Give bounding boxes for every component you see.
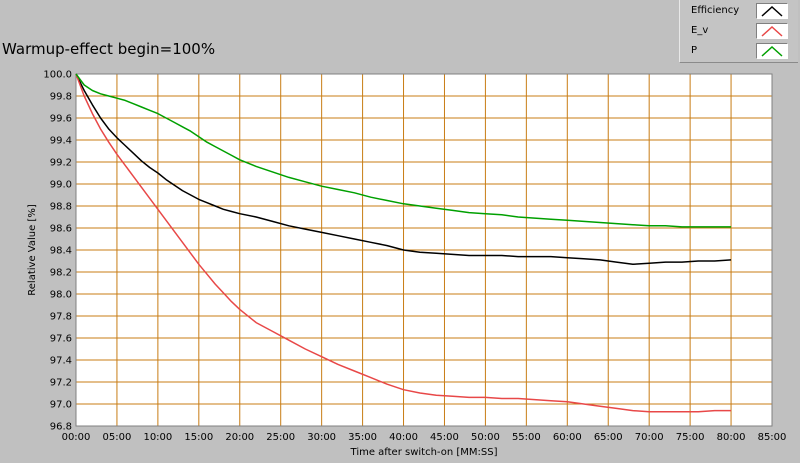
y-tick-label: 97.8 <box>50 312 72 323</box>
legend-swatch-efficiency <box>756 3 788 19</box>
legend-item-e-v[interactable]: E_v <box>680 21 798 41</box>
legend-label: P <box>691 45 698 56</box>
x-axis-label: Time after switch-on [MM:SS] <box>350 447 498 458</box>
x-tick-label: 30:00 <box>307 432 336 443</box>
x-tick-label: 55:00 <box>512 432 541 443</box>
tick-labels: 00:00 05:00 10:00 15:00 20:00 25:00 30:00 35:00… <box>43 70 786 444</box>
y-tick-label: 97.0 <box>50 400 72 411</box>
y-tick-label: 98.2 <box>50 268 72 279</box>
y-tick-label: 99.0 <box>50 180 72 191</box>
y-tick-label: 99.6 <box>50 114 72 125</box>
y-tick-label: 99.4 <box>50 136 72 147</box>
x-tick-label: 85:00 <box>758 432 787 443</box>
x-tick-label: 50:00 <box>471 432 500 443</box>
legend-swatch-e-v <box>756 23 788 39</box>
x-tick-label: 70:00 <box>635 432 664 443</box>
x-tick-label: 00:00 <box>62 432 91 443</box>
plot-border <box>75 73 773 427</box>
series-line-e-v <box>75 73 732 413</box>
legend-swatch-p <box>756 43 788 59</box>
series-line-efficiency <box>75 73 732 266</box>
legend-item-p[interactable]: P <box>680 41 798 61</box>
y-tick-label: 99.2 <box>50 158 72 169</box>
x-tick-label: 80:00 <box>717 432 746 443</box>
y-tick-label: 96.8 <box>50 422 72 433</box>
y-tick-label: 97.2 <box>50 378 72 389</box>
x-tick-label: 05:00 <box>103 432 132 443</box>
y-tick-label: 98.6 <box>50 224 72 235</box>
x-tick-label: 40:00 <box>389 432 418 443</box>
x-tick-label: 65:00 <box>594 432 623 443</box>
x-tick-label: 15:00 <box>184 432 213 443</box>
x-tick-label: 20:00 <box>225 432 254 443</box>
x-tick-label: 35:00 <box>348 432 377 443</box>
legend-label: E_v <box>691 25 709 36</box>
y-tick-label: 100.0 <box>43 70 72 81</box>
legend-label: Efficiency <box>691 5 740 16</box>
x-tick-label: 25:00 <box>266 432 295 443</box>
x-tick-label: 45:00 <box>430 432 459 443</box>
y-tick-label: 98.4 <box>50 246 72 257</box>
x-tick-label: 10:00 <box>143 432 172 443</box>
y-tick-label: 99.8 <box>50 92 72 103</box>
x-tick-label: 75:00 <box>676 432 705 443</box>
legend[interactable]: Efficiency E_v P <box>679 0 798 63</box>
chart-title: Warmup-effect begin=100% <box>2 40 216 58</box>
series-layer <box>75 73 732 413</box>
x-tick-label: 60:00 <box>553 432 582 443</box>
y-tick-label: 97.6 <box>50 334 72 345</box>
y-axis-label: Relative Value [%] <box>27 204 38 296</box>
y-tick-label: 98.0 <box>50 290 72 301</box>
y-tick-label: 98.8 <box>50 202 72 213</box>
y-tick-label: 97.4 <box>50 356 72 367</box>
series-line-p <box>75 73 732 228</box>
grid-lines <box>75 73 773 427</box>
legend-item-efficiency[interactable]: Efficiency <box>680 1 798 21</box>
